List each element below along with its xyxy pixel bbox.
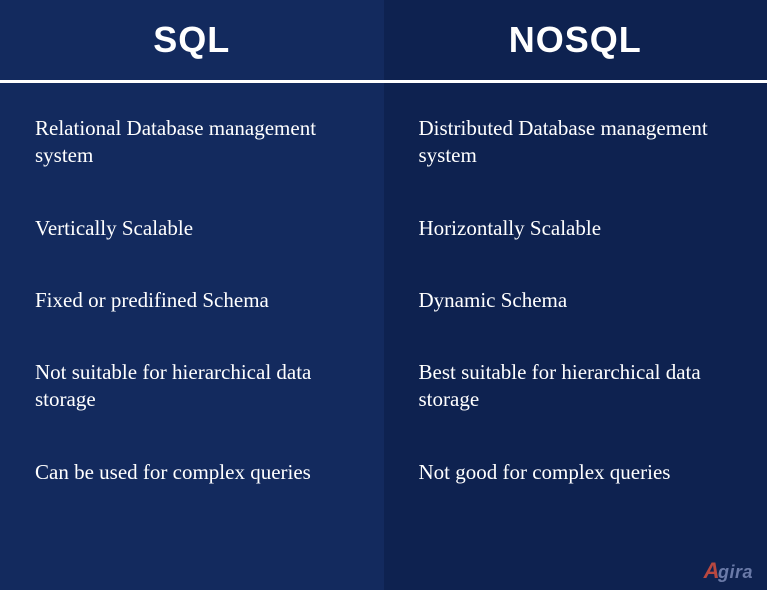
sql-column: SQL Relational Database management syste… bbox=[0, 0, 384, 590]
nosql-item: Best suitable for hierarchical data stor… bbox=[419, 359, 733, 414]
comparison-container: SQL Relational Database management syste… bbox=[0, 0, 767, 590]
sql-item: Can be used for complex queries bbox=[35, 459, 349, 486]
nosql-item: Dynamic Schema bbox=[419, 287, 733, 314]
header-divider bbox=[0, 80, 767, 83]
nosql-column: NOSQL Distributed Database management sy… bbox=[384, 0, 767, 590]
sql-item: Relational Database management system bbox=[35, 115, 349, 170]
sql-item: Vertically Scalable bbox=[35, 215, 349, 242]
sql-item: Fixed or predifined Schema bbox=[35, 287, 349, 314]
nosql-item: Horizontally Scalable bbox=[419, 215, 733, 242]
nosql-item: Distributed Database management system bbox=[419, 115, 733, 170]
sql-items: Relational Database management system Ve… bbox=[0, 80, 384, 486]
brand-logo: Agira bbox=[704, 558, 753, 584]
logo-text: gira bbox=[718, 562, 753, 582]
nosql-items: Distributed Database management system H… bbox=[384, 80, 767, 486]
nosql-header: NOSQL bbox=[384, 0, 767, 80]
nosql-item: Not good for complex queries bbox=[419, 459, 733, 486]
sql-header: SQL bbox=[0, 0, 384, 80]
sql-item: Not suitable for hierarchical data stora… bbox=[35, 359, 349, 414]
